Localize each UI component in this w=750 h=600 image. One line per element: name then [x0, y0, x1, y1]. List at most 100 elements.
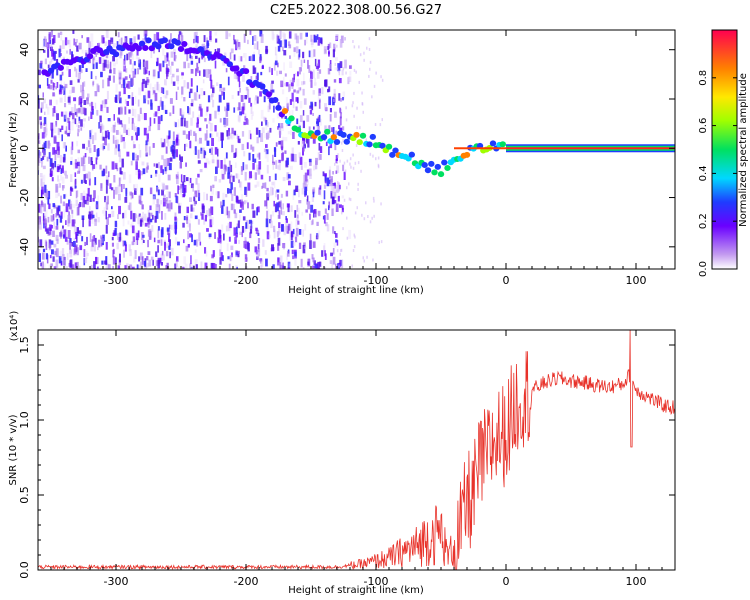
- heatmap-cell: [233, 187, 236, 196]
- heatmap-cell: [265, 124, 268, 130]
- heatmap-cell: [339, 204, 342, 208]
- heatmap-cell: [117, 117, 120, 125]
- heatmap-cell: [345, 118, 348, 122]
- heatmap-cell: [275, 160, 278, 169]
- heatmap-cell: [237, 173, 240, 181]
- heatmap-cell: [278, 210, 281, 219]
- heatmap-cell: [314, 82, 317, 86]
- heatmap-cell: [61, 125, 64, 130]
- heatmap-cell: [324, 208, 327, 214]
- heatmap-cell: [241, 194, 243, 201]
- heatmap-cell: [284, 115, 287, 119]
- heatmap-cell: [67, 96, 71, 103]
- heatmap-cell: [341, 207, 344, 213]
- ridge-blob: [369, 133, 376, 140]
- ridge-blob: [259, 83, 266, 90]
- heatmap-cell: [189, 263, 192, 269]
- heatmap-cell: [243, 33, 246, 43]
- heatmap-cell: [167, 68, 170, 73]
- heatmap-cell: [366, 255, 368, 259]
- ridge-blob: [320, 134, 328, 141]
- heatmap-cell: [155, 204, 159, 212]
- heatmap-cell: [273, 229, 276, 239]
- heatmap-cell: [52, 92, 55, 97]
- heatmap-cell: [108, 131, 110, 140]
- heatmap-cell: [81, 49, 84, 54]
- heatmap-cell: [334, 67, 338, 71]
- heatmap-cell: [380, 75, 382, 79]
- heatmap-cell: [168, 245, 171, 250]
- heatmap-cell: [245, 119, 249, 125]
- heatmap-cell: [297, 71, 299, 77]
- heatmap-cell: [272, 154, 274, 164]
- heatmap-cell: [39, 224, 42, 230]
- heatmap-cell: [342, 164, 345, 172]
- heatmap-cell: [65, 203, 69, 213]
- heatmap-cell: [312, 90, 315, 95]
- heatmap-cell: [114, 122, 116, 127]
- heatmap-cell: [236, 226, 238, 234]
- heatmap-cell: [100, 235, 104, 239]
- heatmap-cell: [76, 73, 79, 80]
- heatmap-cell: [328, 169, 331, 179]
- heatmap-cell: [112, 135, 115, 144]
- heatmap-cell: [157, 259, 160, 269]
- heatmap-cell: [244, 237, 247, 245]
- heatmap-cell: [161, 250, 164, 256]
- heatmap-cell: [137, 215, 140, 224]
- heatmap-cell: [222, 255, 224, 262]
- heatmap-cell: [149, 117, 152, 127]
- heatmap-cell: [82, 165, 86, 172]
- heatmap-cell: [56, 82, 59, 88]
- heatmap-cell: [294, 251, 297, 257]
- heatmap-cell: [249, 226, 253, 234]
- heatmap-cell: [160, 137, 163, 144]
- y-tick-label: 20: [18, 92, 31, 106]
- heatmap-cell: [136, 264, 139, 269]
- heatmap-cell: [341, 141, 343, 145]
- ridge-blob: [333, 139, 341, 145]
- heatmap-cell: [78, 116, 81, 121]
- heatmap-cell: [196, 85, 198, 93]
- heatmap-cell: [174, 55, 177, 59]
- heatmap-cell: [82, 107, 86, 115]
- ridge-blob: [288, 115, 295, 122]
- heatmap-cell: [127, 205, 130, 210]
- heatmap-cell: [172, 81, 176, 86]
- ridge-blob: [353, 131, 360, 138]
- y-tick-label: 0: [18, 145, 31, 152]
- heatmap-cell: [304, 181, 307, 188]
- heatmap-cell: [263, 148, 267, 153]
- heatmap-cell: [164, 241, 166, 251]
- heatmap-cell: [340, 259, 344, 269]
- heatmap-cell: [169, 251, 171, 259]
- heatmap-cell: [349, 198, 352, 202]
- heatmap-cell: [268, 130, 271, 139]
- heatmap-cell: [210, 147, 213, 155]
- heatmap-cell: [260, 133, 264, 142]
- heatmap-cell: [66, 50, 68, 54]
- heatmap-cell: [278, 161, 281, 171]
- heatmap-cell: [115, 164, 118, 170]
- heatmap-cell: [55, 186, 59, 193]
- heatmap-cell: [106, 90, 109, 100]
- heatmap-cell: [53, 125, 57, 134]
- heatmap-cell: [137, 114, 141, 122]
- heatmap-cell: [331, 196, 335, 205]
- heatmap-cell: [168, 233, 170, 242]
- heatmap-cell: [106, 64, 110, 69]
- heatmap-cell: [167, 138, 169, 147]
- heatmap-cell: [135, 135, 138, 141]
- heatmap-cell: [163, 94, 165, 98]
- heatmap-cell: [232, 203, 235, 210]
- heatmap-cell: [324, 253, 327, 260]
- heatmap-cell: [110, 187, 114, 191]
- heatmap-cell: [314, 101, 317, 107]
- heatmap-cell: [156, 57, 159, 66]
- heatmap-cell: [335, 155, 338, 161]
- heatmap-cell: [223, 268, 227, 269]
- heatmap-ylabel: Frequency (Hz): [8, 112, 19, 188]
- heatmap-cell: [336, 44, 338, 48]
- heatmap-cell: [212, 99, 215, 108]
- heatmap-cell: [332, 248, 335, 255]
